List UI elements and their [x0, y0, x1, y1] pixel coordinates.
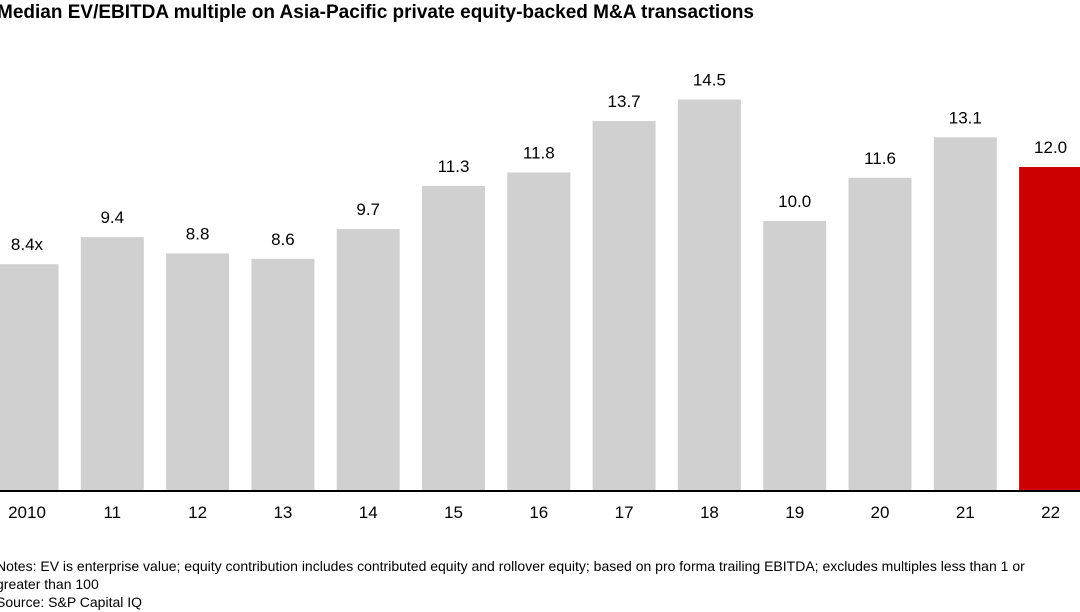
x-tick-label: 2010: [8, 503, 46, 522]
bar: [507, 172, 571, 491]
bar: [592, 121, 656, 491]
value-label: 12.0: [1034, 138, 1067, 157]
value-label: 8.8: [186, 224, 210, 243]
x-tick-label: 18: [700, 503, 719, 522]
bar: [933, 137, 997, 492]
x-tick-label: 21: [956, 503, 975, 522]
chart-title: Median EV/EBITDA multiple on Asia-Pacifi…: [0, 2, 754, 23]
x-tick-label: 11: [103, 503, 121, 522]
x-tick-label: 12: [188, 503, 207, 522]
value-label: 8.4x: [11, 235, 44, 254]
notes: Notes: EV is enterprise value; equity co…: [0, 558, 1025, 592]
bar: [422, 185, 485, 491]
bar: [251, 258, 315, 491]
x-tick-label: 16: [529, 503, 548, 522]
value-label: 8.6: [271, 230, 295, 249]
bar: [0, 264, 59, 491]
bar: [677, 99, 741, 491]
bar: [80, 237, 144, 491]
x-tick-label: 14: [359, 503, 378, 522]
value-label: 13.7: [608, 92, 641, 111]
value-label: 10.0: [778, 192, 811, 211]
value-label: 9.7: [356, 200, 380, 219]
x-tick-label: 17: [615, 503, 634, 522]
value-label: 14.5: [693, 71, 726, 90]
x-tick-label: 22: [1041, 503, 1060, 522]
x-tick-label: 20: [871, 503, 890, 522]
x-tick-label: 13: [273, 503, 292, 522]
value-label: 11.3: [438, 157, 470, 176]
bar: [763, 221, 827, 491]
x-tick-label: 15: [444, 503, 463, 522]
chart: Median EV/EBITDA multiple on Asia-Pacifi…: [0, 2, 1080, 522]
value-label: 9.4: [100, 208, 124, 227]
bar: [1019, 167, 1080, 491]
x-tick-label: 19: [785, 503, 804, 522]
value-label: 11.8: [523, 143, 555, 162]
bar: [166, 253, 230, 491]
value-label: 11.6: [864, 149, 896, 168]
source: Source: S&P Capital IQ: [0, 594, 143, 610]
bar: [336, 229, 400, 491]
bar: [848, 177, 912, 492]
notes-block: Notes: EV is enterprise value; equity co…: [0, 557, 1051, 611]
value-label: 13.1: [949, 108, 982, 127]
